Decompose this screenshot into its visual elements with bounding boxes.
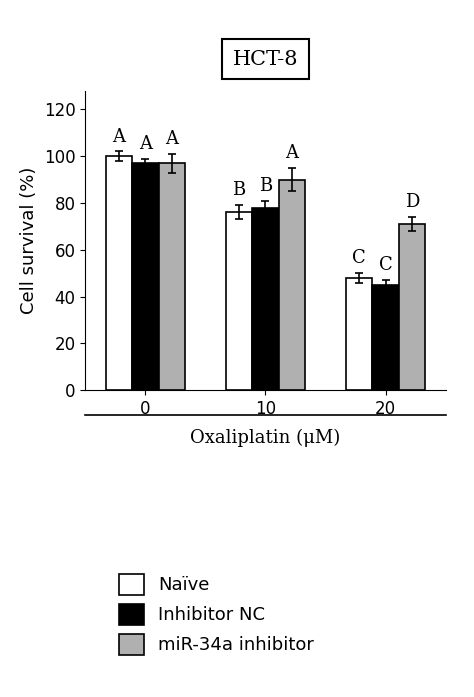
Bar [106, 156, 132, 390]
Bar [346, 278, 372, 390]
Y-axis label: Cell survival (%): Cell survival (%) [20, 167, 38, 314]
Text: D: D [405, 193, 419, 211]
Text: Oxaliplatin (μM): Oxaliplatin (μM) [191, 429, 340, 447]
Text: C: C [352, 250, 366, 268]
Legend: Naïve, Inhibitor NC, miR-34a inhibitor: Naïve, Inhibitor NC, miR-34a inhibitor [113, 569, 320, 660]
Bar [399, 224, 425, 390]
Bar [226, 213, 252, 390]
Text: C: C [379, 256, 392, 275]
Bar [372, 285, 399, 390]
Text: A: A [139, 135, 152, 153]
Text: HCT-8: HCT-8 [233, 49, 298, 69]
Bar [132, 163, 159, 390]
Bar [159, 163, 185, 390]
Text: B: B [232, 181, 246, 199]
Text: A: A [112, 128, 126, 146]
Text: A: A [165, 130, 178, 148]
Text: B: B [259, 177, 272, 194]
Text: A: A [285, 144, 298, 162]
Bar [279, 180, 305, 390]
Bar [252, 208, 279, 390]
